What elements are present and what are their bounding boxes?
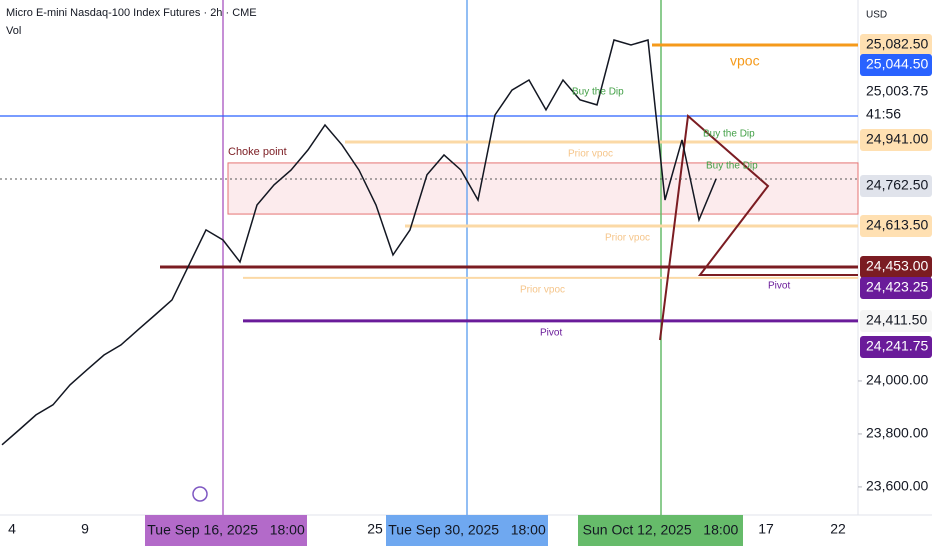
price-tag-label: 25,082.50 bbox=[866, 36, 928, 52]
date-label: Tue Sep 16, 2025 18:00 bbox=[147, 522, 305, 538]
price-tag bbox=[860, 256, 932, 278]
annotation: vpoc bbox=[730, 53, 760, 69]
price-tag bbox=[860, 215, 932, 237]
annotation: Prior vpoc bbox=[520, 285, 565, 296]
price-tag-label: 24,762.50 bbox=[866, 177, 928, 193]
x-tick-label: 4 bbox=[8, 521, 16, 537]
y-tick-label: 23,800.00 bbox=[866, 425, 928, 441]
annotation: Choke point bbox=[228, 146, 287, 158]
zone bbox=[227, 162, 859, 215]
date-label: Sun Oct 12, 2025 18:00 bbox=[583, 522, 739, 538]
date-label-box bbox=[145, 515, 307, 546]
price-tag-label: 24,941.00 bbox=[866, 131, 928, 147]
price-tag bbox=[860, 336, 932, 358]
y-tick-label: 24,000.00 bbox=[866, 372, 928, 388]
annotation: Buy the Dip bbox=[703, 129, 755, 140]
price-tag bbox=[860, 54, 932, 76]
annotation: Prior vpoc bbox=[605, 233, 650, 244]
x-tick-label: 9 bbox=[81, 521, 89, 537]
countdown: 41:56 bbox=[866, 106, 901, 122]
price-tag bbox=[860, 34, 932, 56]
price-tag-label: 25,044.50 bbox=[866, 56, 928, 72]
axis-unit: USD bbox=[866, 10, 887, 21]
date-label-box bbox=[578, 515, 743, 546]
price-line bbox=[1, 39, 717, 446]
price-tag-label: 24,613.50 bbox=[866, 217, 928, 233]
price-tag-label: 24,423.25 bbox=[866, 279, 928, 295]
price-tag bbox=[860, 175, 932, 197]
chart-title: Micro E-mini Nasdaq-100 Index Futures · … bbox=[6, 7, 257, 19]
date-label-box bbox=[386, 515, 548, 546]
date-label: Tue Sep 30, 2025 18:00 bbox=[388, 522, 546, 538]
x-tick-label: 17 bbox=[758, 521, 774, 537]
annotation: Prior vpoc bbox=[568, 149, 613, 160]
price-tag bbox=[860, 129, 932, 151]
price-tag bbox=[860, 310, 932, 332]
annotation: Pivot bbox=[768, 281, 790, 292]
annotation: Buy the Dip bbox=[706, 161, 758, 172]
annotation: Buy the Dip bbox=[572, 87, 624, 98]
triangle-drawing bbox=[659, 114, 858, 341]
price-tag-label: 24,241.75 bbox=[866, 338, 928, 354]
event-icon[interactable] bbox=[192, 486, 208, 502]
subtitle: Vol bbox=[6, 25, 21, 37]
y-tick-label: 23,600.00 bbox=[866, 478, 928, 494]
x-tick-label: 25 bbox=[367, 521, 383, 537]
price-tag bbox=[860, 81, 932, 103]
price-tag bbox=[860, 277, 932, 299]
price-tag-label: 25,003.75 bbox=[866, 83, 928, 99]
price-tag-label: 24,453.00 bbox=[866, 258, 928, 274]
annotation: Pivot bbox=[540, 328, 562, 339]
price-tag-label: 24,411.50 bbox=[866, 312, 927, 328]
x-tick-label: 22 bbox=[830, 521, 846, 537]
